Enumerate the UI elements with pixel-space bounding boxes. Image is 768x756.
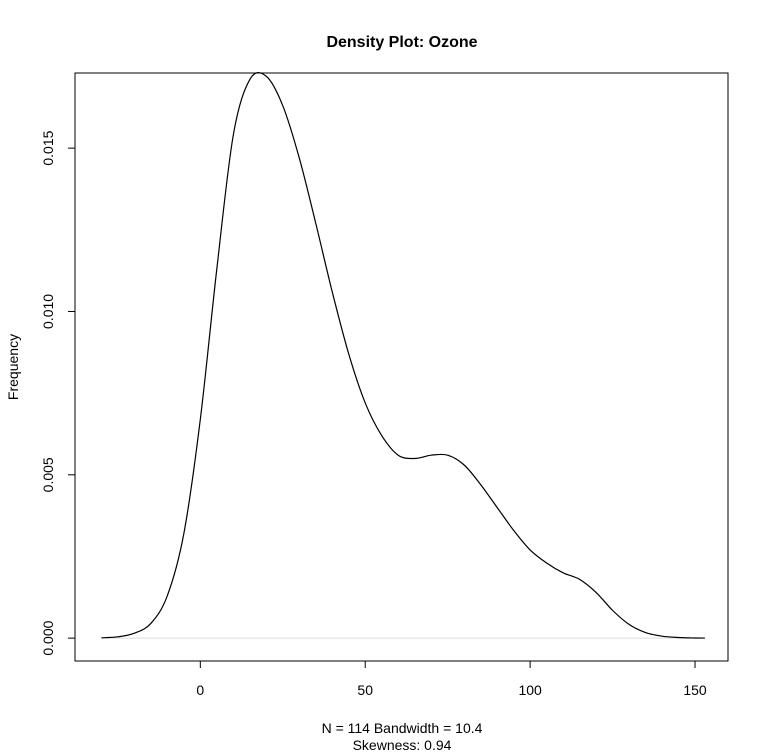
x-tick-label: 50 [357,682,373,698]
y-axis-label: Frequency [5,334,21,400]
x-tick-label: 0 [196,682,204,698]
density-curve [101,71,705,639]
x-axis: 0 50 100 150 [196,660,707,698]
y-tick-label: 0.010 [40,294,56,329]
plot-frame [74,72,729,662]
y-tick-label: 0.015 [40,130,56,165]
y-tick-label: 0.000 [40,620,56,655]
x-tick-label: 150 [683,682,707,698]
y-tick-label: 0.005 [40,457,56,492]
y-axis: 0.000 0.005 0.010 0.015 [40,130,76,656]
x-axis-label-line2: Skewness: 0.94 [353,737,452,753]
chart-title: Density Plot: Ozone [326,34,477,51]
x-axis-label-line1: N = 114 Bandwidth = 10.4 [322,720,483,736]
x-tick-label: 100 [518,682,542,698]
